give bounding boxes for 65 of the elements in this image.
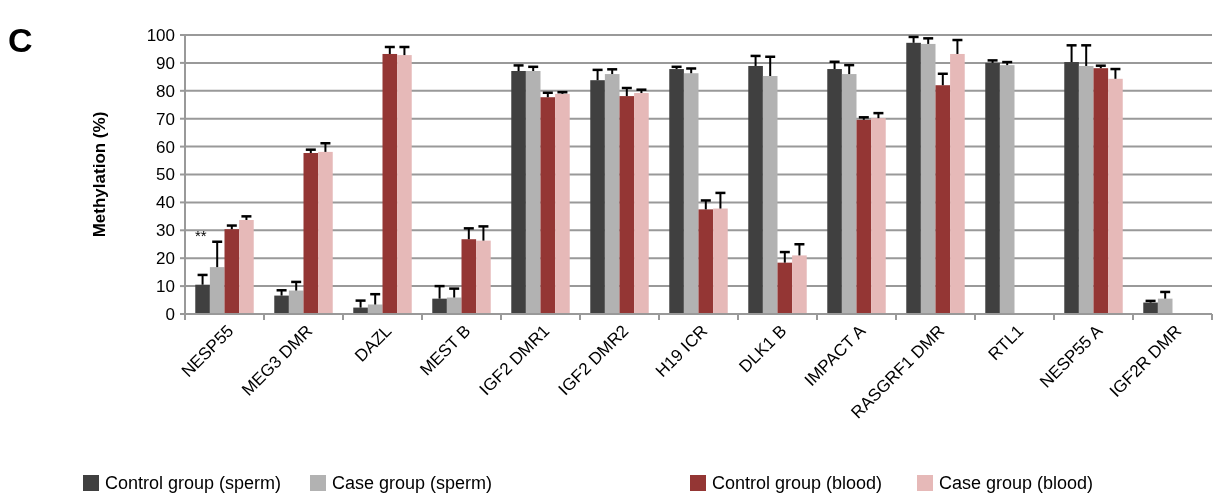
bar: [1093, 68, 1109, 314]
bar: [555, 93, 570, 314]
y-tick-label: 50: [156, 165, 175, 185]
bar: [748, 65, 763, 314]
bar: [777, 262, 793, 314]
bar: [827, 69, 842, 314]
bar: [792, 255, 807, 314]
bar: [224, 229, 240, 314]
bar: [634, 93, 649, 314]
bar: [432, 298, 447, 314]
bar: [274, 295, 289, 314]
bar: [540, 97, 556, 314]
bar: [698, 209, 714, 314]
bar: [476, 240, 491, 314]
y-tick-label: 30: [156, 221, 175, 241]
bar: [999, 65, 1015, 314]
bar: [209, 267, 225, 314]
y-tick-label: 80: [156, 81, 175, 101]
bar: [856, 119, 872, 314]
bar: [195, 284, 210, 314]
bar: [1108, 78, 1123, 314]
bar: [590, 80, 605, 314]
bar: [871, 118, 886, 314]
bar: [525, 70, 541, 314]
bar: [1078, 65, 1094, 314]
y-tick-label: 90: [156, 53, 175, 73]
y-tick-label: 0: [165, 304, 175, 324]
bar: [950, 53, 965, 314]
y-tick-label: 10: [156, 277, 175, 297]
y-tick-label: 60: [156, 137, 175, 157]
legend-label: Control group (blood): [712, 473, 883, 493]
bar: [683, 73, 699, 314]
bar: [318, 151, 333, 314]
bar: [604, 74, 620, 314]
legend-label: Case group (sperm): [332, 473, 493, 493]
y-tick-label: 20: [156, 249, 175, 269]
y-tick-label: 70: [156, 109, 175, 129]
bar: [288, 290, 304, 314]
bar: [511, 70, 526, 314]
bar: [446, 297, 462, 314]
bar: [619, 96, 635, 314]
bar: [1143, 302, 1158, 314]
bar: [1157, 298, 1173, 314]
bar: [762, 76, 778, 314]
y-tick-label: 40: [156, 193, 175, 213]
y-tick-label: 100: [146, 25, 175, 45]
bar: [906, 42, 921, 314]
annotation: **: [194, 227, 207, 245]
bar: [669, 69, 684, 314]
bar: [841, 74, 857, 314]
bar: [935, 85, 951, 314]
bar: [382, 53, 398, 314]
text: C: [8, 21, 33, 59]
bar: [397, 55, 412, 314]
bar: [920, 43, 936, 314]
bar: [1064, 62, 1079, 314]
bar: [713, 208, 728, 314]
bar: [239, 219, 254, 314]
y-axis-title: Methylation (%): [90, 111, 109, 238]
legend-label: Control group (sperm): [105, 473, 282, 493]
x-tick-label: H19 ICR: [651, 321, 712, 381]
legend-label: Case group (blood): [939, 473, 1094, 493]
bar: [461, 239, 477, 314]
bar: [303, 153, 319, 314]
bar: [985, 62, 1000, 314]
